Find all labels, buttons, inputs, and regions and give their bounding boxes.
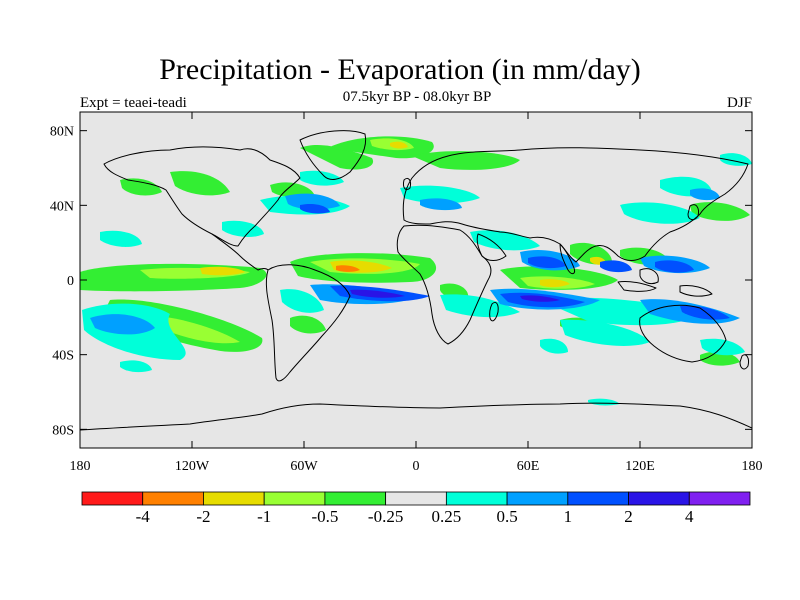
field-patch — [680, 305, 730, 320]
field-patch — [150, 315, 240, 344]
colorbar-label: 0.5 — [496, 507, 517, 526]
borneo-coast — [639, 268, 659, 285]
field-patch — [350, 289, 405, 298]
x-tick-label: 60W — [290, 459, 318, 474]
colorbar-label: -0.5 — [311, 507, 338, 526]
axis-ticks — [79, 112, 753, 448]
colorbar-swatch — [142, 491, 204, 506]
australia-coast — [639, 304, 727, 363]
field-patch — [540, 279, 570, 288]
india-coast — [559, 243, 575, 275]
very-strong-wetting-regions — [350, 289, 560, 302]
field-patch — [655, 260, 694, 273]
x-tick-label: 60E — [517, 459, 540, 474]
x-tick-label: 120W — [175, 459, 210, 474]
y-tick-label: 0 — [67, 274, 74, 289]
colorbar-swatch — [506, 491, 569, 506]
colorbar-swatch — [567, 491, 629, 506]
japan-coast — [687, 204, 699, 221]
new-guinea-coast — [679, 285, 713, 297]
field-patch — [100, 230, 142, 247]
anomaly-field — [80, 136, 752, 406]
y-tick-label: 80S — [52, 423, 74, 438]
field-patch — [420, 198, 462, 211]
plot-subtitle: 07.5kyr BP - 08.0kyr BP — [342, 89, 492, 105]
britain-coast — [403, 177, 411, 191]
field-patch — [285, 193, 340, 210]
field-patch — [400, 185, 480, 204]
field-patch — [620, 202, 700, 224]
colorbar: -4 -2 -1 -0.5 -0.25 0.25 0.5 1 2 4 — [81, 491, 751, 526]
field-patch — [336, 265, 360, 272]
north-america-coast — [103, 146, 301, 247]
field-patch — [222, 220, 264, 237]
x-tick-label: 0 — [413, 459, 420, 474]
colorbar-swatch — [81, 491, 144, 506]
indonesia-coast — [617, 281, 657, 292]
field-patch — [700, 338, 745, 356]
field-patch — [560, 319, 650, 346]
field-patch — [120, 178, 162, 196]
axis-tick-labels: 80N 40N 0 40S 80S 180 120W 60W 0 60E 120E 180 — [50, 125, 763, 474]
colorbar-swatch — [385, 491, 447, 506]
coastlines — [80, 130, 752, 431]
colorbar-label: 2 — [624, 507, 633, 526]
colorbar-swatch — [628, 491, 690, 506]
colorbar-swatch — [203, 491, 265, 506]
field-patch — [300, 170, 344, 186]
colorbar-swatch — [324, 491, 387, 506]
colorbar-label: 4 — [685, 507, 694, 526]
colorbar-swatch — [263, 491, 326, 506]
field-patch — [200, 266, 245, 276]
experiment-label: Expt = teaei-teadi — [80, 95, 187, 111]
colorbar-swatch — [688, 491, 751, 506]
eurasia-coast — [402, 147, 749, 263]
field-patch — [520, 295, 560, 302]
colorbar-label: 1 — [564, 507, 573, 526]
field-patch — [540, 338, 568, 354]
y-tick-label: 40N — [50, 199, 74, 214]
field-patch — [600, 260, 632, 273]
colorbar-label: -0.25 — [368, 507, 403, 526]
colorbar-label: -2 — [196, 507, 210, 526]
plot-title: Precipitation - Evaporation (in mm/day) — [159, 53, 641, 86]
strong-drying-regions — [200, 141, 606, 288]
field-patch — [390, 141, 408, 149]
field-patch — [290, 315, 326, 334]
strong-wetting-regions — [300, 203, 730, 320]
central-america-coast — [211, 233, 269, 271]
x-tick-label: 180 — [70, 459, 91, 474]
field-patch — [120, 360, 152, 373]
field-patch — [528, 256, 566, 269]
field-patch — [280, 289, 324, 313]
field-patch — [470, 230, 540, 251]
madagascar-coast — [489, 301, 499, 322]
antarctica-coast — [80, 402, 752, 431]
colorbar-label: 0.25 — [431, 507, 461, 526]
y-tick-label: 80N — [50, 125, 74, 140]
colorbar-label: -1 — [257, 507, 271, 526]
field-patch — [300, 145, 374, 170]
colorbar-swatch — [445, 491, 508, 506]
y-tick-label: 40S — [52, 349, 74, 364]
colorbar-label: -4 — [136, 507, 151, 526]
south-america-coast — [265, 264, 351, 382]
field-patch — [440, 294, 520, 318]
arabia-coast — [476, 233, 507, 261]
season-label: DJF — [726, 95, 752, 111]
field-patch — [690, 202, 750, 221]
field-patch — [90, 314, 155, 335]
field-patch — [170, 171, 230, 196]
x-tick-label: 180 — [742, 459, 763, 474]
field-patch — [300, 203, 330, 214]
africa-coast — [396, 224, 492, 345]
field-patch — [412, 151, 520, 170]
greenland-coast — [299, 130, 367, 180]
field-patch — [690, 188, 720, 201]
x-tick-label: 120E — [625, 459, 655, 474]
